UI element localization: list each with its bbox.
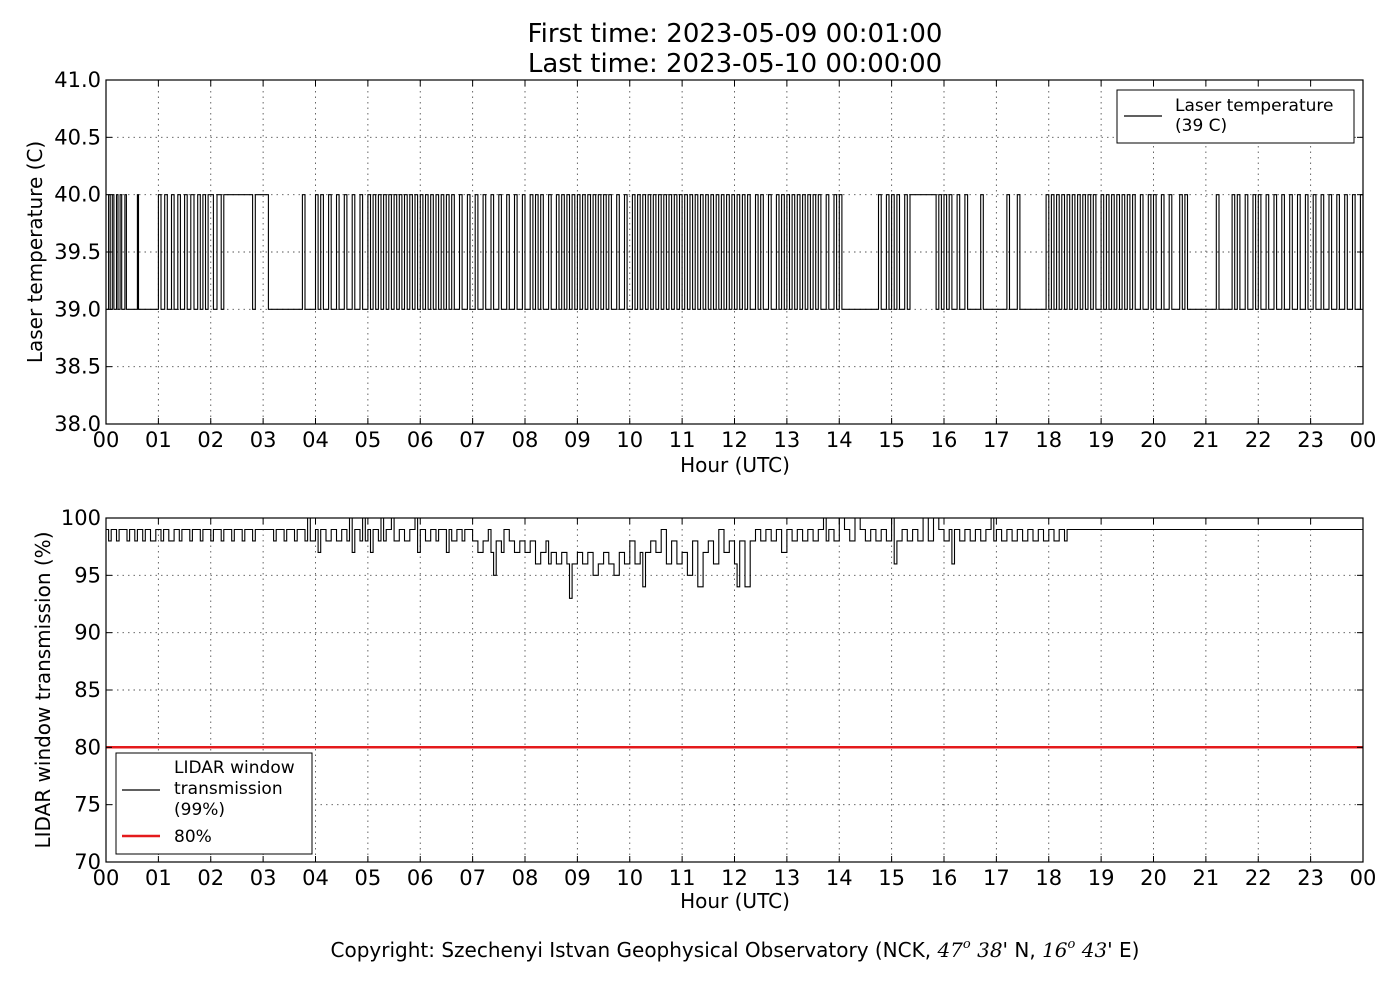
y-tick-label: 95 — [74, 563, 101, 587]
y-tick-label: 90 — [74, 621, 101, 645]
x-tick-label: 22 — [1245, 866, 1272, 890]
x-tick-label: 23 — [1297, 428, 1324, 452]
y-tick-label: 41.0 — [54, 68, 101, 92]
series-line-laser-temperature — [106, 194, 1364, 310]
legend-label-laser-line-1: Laser temperature — [1175, 96, 1333, 116]
x-tick-label: 23 — [1297, 866, 1324, 890]
x-tick-label: 02 — [197, 866, 224, 890]
legend-label-transmission-line-3: (99%) — [174, 800, 225, 820]
x-tick-label: 00 — [93, 428, 120, 452]
x-tick-label: 20 — [1140, 428, 1167, 452]
x-tick-label: 12 — [721, 428, 748, 452]
x-tick-label: 13 — [774, 428, 801, 452]
title-last-time: Last time: 2023-05-10 00:00:00 — [528, 49, 942, 79]
x-tick-label: 06 — [407, 866, 434, 890]
x-tick-label: 18 — [1035, 866, 1062, 890]
x-tick-label: 15 — [878, 428, 905, 452]
x-tick-label: 14 — [826, 428, 853, 452]
y-tick-label: 75 — [74, 793, 101, 817]
legend-label-threshold: 80% — [174, 827, 212, 847]
x-tick-label: 00 — [93, 866, 120, 890]
x-tick-label: 08 — [512, 428, 539, 452]
x-tick-label: 11 — [669, 866, 696, 890]
x-tick-label: 15 — [878, 866, 905, 890]
x-tick-label: 05 — [355, 428, 382, 452]
x-tick-label: 16 — [931, 866, 958, 890]
x-tick-label: 03 — [250, 428, 277, 452]
x-tick-label: 05 — [355, 866, 382, 890]
y-tick-label: 100 — [61, 506, 101, 530]
x-tick-label: 06 — [407, 428, 434, 452]
x-tick-label: 11 — [669, 428, 696, 452]
copyright-text: Copyright: Szechenyi Istvan Geophysical … — [331, 937, 1140, 962]
x-tick-label: 17 — [983, 428, 1010, 452]
x-axis-label: Hour (UTC) — [680, 889, 790, 913]
x-tick-label: 03 — [250, 866, 277, 890]
x-tick-label: 13 — [774, 866, 801, 890]
x-tick-label: 14 — [826, 866, 853, 890]
x-tick-label: 04 — [302, 428, 329, 452]
y-tick-label: 70 — [74, 850, 101, 874]
legend: LIDAR window transmission (99%) 80% — [115, 752, 313, 855]
x-tick-label: 09 — [564, 428, 591, 452]
x-tick-label: 01 — [145, 866, 172, 890]
legend-label-laser-line-2: (39 C) — [1175, 116, 1227, 136]
x-tick-label: 08 — [512, 866, 539, 890]
x-tick-label: 02 — [197, 428, 224, 452]
y-tick-label: 80 — [74, 735, 101, 759]
y-axis-label: LIDAR window transmission (%) — [31, 532, 55, 849]
x-tick-label: 09 — [564, 866, 591, 890]
x-tick-label: 18 — [1035, 428, 1062, 452]
y-axis-label: Laser temperature (C) — [23, 141, 47, 363]
y-tick-label: 39.0 — [54, 297, 101, 321]
title-first-time: First time: 2023-05-09 00:01:00 — [528, 19, 943, 49]
lidar-transmission-panel: 00 01 02 03 04 05 06 07 08 09 10 11 12 13 14 15 16 17 18 19… — [31, 506, 1376, 913]
x-tick-label: 20 — [1140, 866, 1167, 890]
legend: Laser temperature (39 C) — [1116, 89, 1355, 144]
series-line-transmission — [106, 517, 1363, 599]
x-tick-label: 00 — [1350, 428, 1377, 452]
x-tick-label: 10 — [616, 866, 643, 890]
x-tick-label: 07 — [459, 428, 486, 452]
x-tick-label: 10 — [616, 428, 643, 452]
x-axis-label: Hour (UTC) — [680, 453, 790, 477]
laser-temperature-panel: 00 01 02 03 04 05 06 07 08 09 10 11 12 13 14 15 16 17 18 19… — [23, 68, 1376, 477]
y-tick-label: 38.5 — [54, 355, 101, 379]
x-tick-label: 17 — [983, 866, 1010, 890]
legend-label-transmission-line-2: transmission — [174, 779, 283, 799]
y-tick-label: 40.5 — [54, 125, 101, 149]
x-tick-label: 22 — [1245, 428, 1272, 452]
y-tick-label: 40.0 — [54, 183, 101, 207]
x-tick-label: 16 — [931, 428, 958, 452]
y-tick-label: 38.0 — [54, 412, 101, 436]
x-tick-label: 01 — [145, 428, 172, 452]
x-tick-label: 07 — [459, 866, 486, 890]
y-tick-label: 85 — [74, 678, 101, 702]
x-tick-label: 04 — [302, 866, 329, 890]
legend-label-transmission-line-1: LIDAR window — [174, 758, 295, 778]
y-tick-label: 39.5 — [54, 240, 101, 264]
x-tick-label: 21 — [1193, 428, 1220, 452]
x-tick-label: 00 — [1350, 866, 1377, 890]
x-tick-label: 21 — [1193, 866, 1220, 890]
x-tick-label: 19 — [1088, 428, 1115, 452]
x-tick-label: 12 — [721, 866, 748, 890]
x-tick-label: 19 — [1088, 866, 1115, 890]
